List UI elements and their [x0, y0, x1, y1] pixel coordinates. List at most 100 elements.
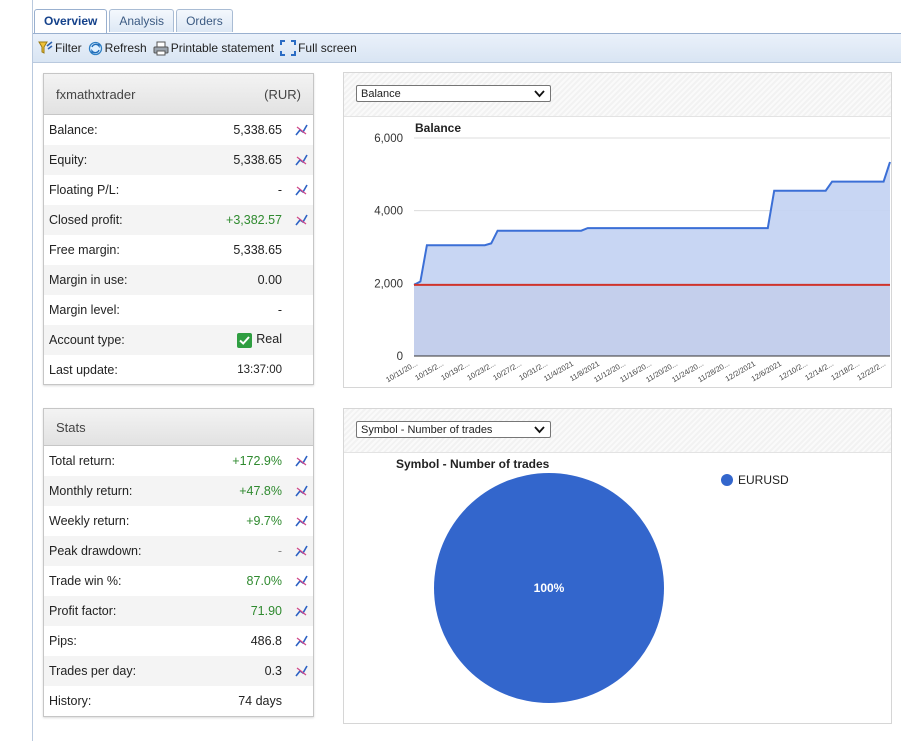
account-row-free-margin: Free margin: 5,338.65	[44, 235, 313, 265]
balance-line	[413, 161, 891, 286]
y-tick-label: 4,000	[374, 206, 403, 218]
chart-icon[interactable]	[295, 514, 308, 530]
account-row-account-type: Account type: Real	[44, 325, 313, 355]
row-value: -	[277, 303, 282, 317]
tab-orders[interactable]: Orders	[176, 9, 233, 32]
account-row-floating-pl: Floating P/L: -	[44, 175, 313, 205]
balance-chart: Balance 6,000 4,000 2,000 0 10/11/20...1…	[374, 121, 891, 384]
row-value: -	[277, 544, 282, 558]
filter-icon	[38, 41, 53, 54]
chart-title: Symbol - Number of trades	[396, 457, 550, 471]
account-row-equity: Equity: 5,338.65	[44, 145, 313, 175]
row-label: Last update:	[49, 363, 118, 377]
stats-row-trade-win: Trade win %: 87.0%	[44, 566, 313, 596]
balance-chart-select[interactable]: Balance	[356, 85, 551, 102]
balance-chart-panel: Balance Balance 6,000 4,000 2,000 0 10/1…	[343, 72, 892, 388]
chart-icon[interactable]	[295, 213, 308, 229]
stats-row-monthly-return: Monthly return: +47.8%	[44, 476, 313, 506]
balance-chart-header: Balance	[344, 73, 891, 117]
row-label: Peak drawdown:	[49, 544, 142, 558]
row-label: Total return:	[49, 454, 116, 468]
printable-statement-label: Printable statement	[170, 41, 275, 55]
filter-button[interactable]: Filter	[38, 41, 82, 55]
x-tick-label: 12/10/2...	[777, 359, 809, 382]
account-currency: (RUR)	[264, 86, 301, 102]
row-value: 87.0%	[246, 574, 282, 588]
refresh-button[interactable]: Refresh	[88, 41, 147, 56]
row-label: Account type:	[49, 333, 125, 347]
account-name: fxmathxtrader	[56, 86, 136, 102]
row-value: 13:37:00	[237, 364, 282, 376]
row-value: 74 days	[238, 694, 282, 708]
stats-row-pips: Pips: 486.8	[44, 626, 313, 656]
pie-select-value: Symbol - Number of trades	[361, 424, 493, 436]
account-rows: Balance: 5,338.65 Equity: 5,338.65 Floatin…	[44, 115, 313, 385]
row-value: 5,338.65	[233, 153, 282, 167]
row-label: Margin level:	[49, 303, 120, 317]
y-tick-label: 0	[397, 351, 403, 363]
stats-row-trades-per-day: Trades per day: 0.3	[44, 656, 313, 686]
stats-row-history: History: 74 days	[44, 686, 313, 716]
chart-icon[interactable]	[295, 183, 308, 199]
stats-rows: Total return: +172.9% Monthly return: +47.…	[44, 446, 313, 716]
account-panel: fxmathxtrader (RUR) Balance: 5,338.65 Equ…	[43, 73, 314, 385]
full-screen-label: Full screen	[298, 41, 357, 55]
chart-icon[interactable]	[295, 574, 308, 590]
row-label: Trade win %:	[49, 574, 122, 588]
row-value-wrap: Real	[237, 332, 282, 348]
pie-slice-eurusd[interactable]	[434, 473, 664, 703]
chart-icon[interactable]	[295, 664, 308, 680]
row-label: History:	[49, 694, 92, 708]
chart-icon[interactable]	[295, 123, 308, 139]
row-value: 5,338.65	[233, 123, 282, 137]
tab-overview[interactable]: Overview	[34, 9, 108, 33]
chevron-down-icon	[534, 90, 545, 98]
chart-icon[interactable]	[295, 454, 308, 470]
row-value: -	[277, 183, 282, 197]
row-value: +47.8%	[239, 484, 282, 498]
stats-title: Stats	[56, 419, 86, 435]
check-icon	[237, 332, 253, 348]
row-label: Pips:	[49, 634, 77, 648]
row-label: Trades per day:	[49, 664, 137, 678]
chart-icon[interactable]	[295, 604, 308, 620]
pie-chart-select[interactable]: Symbol - Number of trades	[356, 421, 551, 438]
row-label: Margin in use:	[49, 273, 128, 287]
stats-header: Stats	[44, 409, 313, 446]
y-tick-label: 2,000	[374, 278, 403, 290]
x-tick-label: 12/22/2...	[855, 359, 887, 382]
tab-analysis[interactable]: Analysis	[109, 9, 175, 32]
account-type-value: Real	[256, 332, 282, 347]
stats-row-weekly-return: Weekly return: +9.7%	[44, 506, 313, 536]
row-value: 0.00	[257, 273, 282, 287]
full-screen-button[interactable]: Full screen	[280, 40, 357, 56]
x-tick-label: 12/18/2...	[829, 359, 861, 382]
account-row-last-update: Last update: 13:37:00	[44, 355, 313, 385]
balance-select-value: Balance	[361, 88, 401, 100]
row-label: Equity:	[49, 153, 88, 167]
x-tick-label: 12/14/2...	[803, 359, 835, 382]
chart-icon[interactable]	[295, 544, 308, 560]
stats-row-total-return: Total return: +172.9%	[44, 446, 313, 476]
row-label: Closed profit:	[49, 213, 123, 227]
x-tick-label: 10/15/2...	[413, 359, 445, 382]
printable-statement-button[interactable]: Printable statement	[153, 41, 274, 56]
row-value: 71.90	[250, 604, 282, 618]
row-value: +3,382.57	[226, 213, 282, 227]
row-value: +9.7%	[246, 514, 282, 528]
x-tick-label: 10/23/2...	[465, 359, 497, 382]
row-label: Profit factor:	[49, 604, 117, 618]
filter-label: Filter	[55, 41, 82, 55]
chart-icon[interactable]	[295, 484, 308, 500]
refresh-label: Refresh	[104, 41, 147, 55]
row-value: 5,338.65	[233, 243, 282, 257]
account-row-balance: Balance: 5,338.65	[44, 115, 313, 145]
chart-icon[interactable]	[295, 153, 308, 169]
row-label: Weekly return:	[49, 514, 130, 528]
chart-icon[interactable]	[295, 634, 308, 650]
y-tick-label: 6,000	[374, 133, 403, 145]
refresh-icon	[88, 41, 102, 55]
row-value: 0.3	[264, 664, 282, 678]
row-value: 486.8	[250, 634, 282, 648]
pie-chart-header: Symbol - Number of trades	[344, 409, 891, 453]
